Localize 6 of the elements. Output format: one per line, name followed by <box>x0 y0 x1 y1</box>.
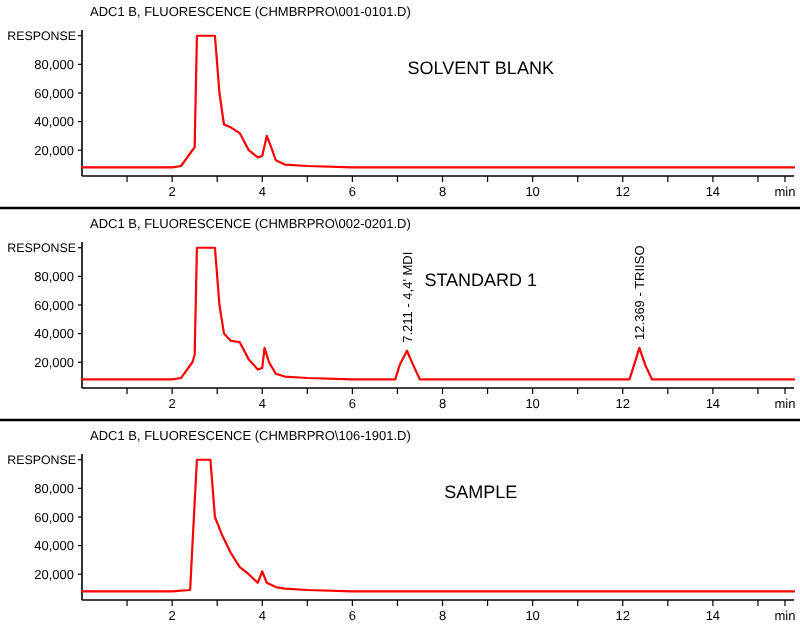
annotation: STANDARD 1 <box>424 269 538 290</box>
line-series <box>80 246 796 381</box>
line-series <box>80 34 796 169</box>
annotation: SAMPLE <box>444 481 518 502</box>
line-series <box>80 458 796 593</box>
annotation: SOLVENT BLANK <box>407 57 554 78</box>
